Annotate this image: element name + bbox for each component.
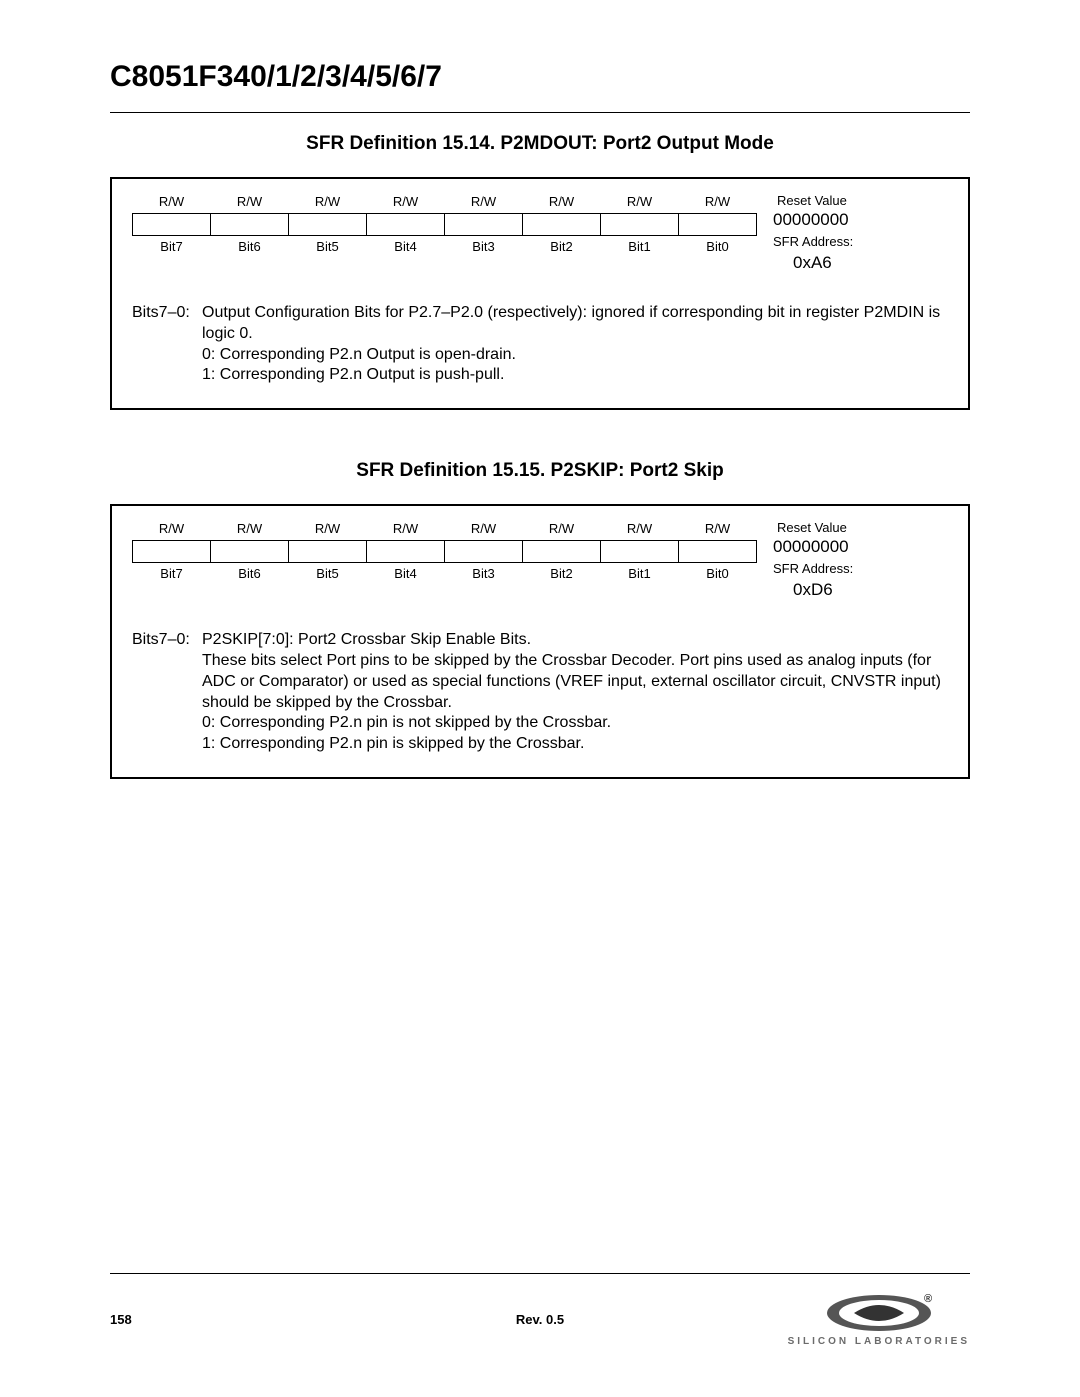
- desc-line: Output Configuration Bits for P2.7–P2.0 …: [202, 303, 948, 345]
- sfr1-rw-cell: R/W: [211, 193, 289, 213]
- sfr2-bit-label: Bit7: [133, 562, 211, 582]
- sfr1-rw-cell: R/W: [133, 193, 211, 213]
- page-footer: 158 Rev. 0.5 ® SILICON LABORATORIES: [110, 1273, 970, 1347]
- sfr1-desc-text: Output Configuration Bits for P2.7–P2.0 …: [202, 303, 948, 386]
- sfr-address-value: 0xA6: [771, 253, 948, 273]
- sfr1-bit-label: Bit5: [289, 235, 367, 255]
- sfr1-rw-cell: R/W: [367, 193, 445, 213]
- sfr2-desc-label: Bits7–0:: [132, 630, 202, 755]
- sfr2-bit-label: Bit5: [289, 562, 367, 582]
- sfr1-right-column: Reset Value 00000000 SFR Address: 0xA6: [771, 193, 948, 273]
- sfr1-bitcell: [211, 213, 289, 235]
- sfr1-bit-label: Bit1: [601, 235, 679, 255]
- sfr2-rw-cell: R/W: [289, 520, 367, 540]
- sfr1-bit-label: Bit3: [445, 235, 523, 255]
- reset-value-label: Reset Value: [771, 520, 948, 535]
- sfr2-rw-cell: R/W: [133, 520, 211, 540]
- sfr2-bitcell: [289, 540, 367, 562]
- sfr1-bitcell: [601, 213, 679, 235]
- sfr1-desc-label: Bits7–0:: [132, 303, 202, 386]
- sfr1-description: Bits7–0: Output Configuration Bits for P…: [132, 303, 948, 386]
- sfr1-rw-cell: R/W: [601, 193, 679, 213]
- sfr1-bitcell: [679, 213, 757, 235]
- sfr2-bitcell: [211, 540, 289, 562]
- sfr2-bit-label: Bit3: [445, 562, 523, 582]
- sfr2-bit-label: Bit1: [601, 562, 679, 582]
- reset-value: 00000000: [771, 210, 948, 230]
- sfr2-bit-label: Bit4: [367, 562, 445, 582]
- sfr2-bit-row: R/W R/W R/W R/W R/W R/W R/W R/W Bit7: [132, 520, 948, 600]
- sfr2-box: R/W R/W R/W R/W R/W R/W R/W R/W Bit7: [110, 504, 970, 779]
- svg-text:®: ®: [924, 1293, 932, 1305]
- sfr2-rw-cell: R/W: [601, 520, 679, 540]
- sfr-address-value: 0xD6: [771, 580, 948, 600]
- sfr1-rw-cell: R/W: [679, 193, 757, 213]
- sfr2-bit-label: Bit6: [211, 562, 289, 582]
- company-name: SILICON LABORATORIES: [788, 1336, 970, 1347]
- chip-title: C8051F340/1/2/3/4/5/6/7: [110, 60, 970, 94]
- sfr1-box: R/W R/W R/W R/W R/W R/W R/W R/W Bit7: [110, 177, 970, 410]
- sfr2-description: Bits7–0: P2SKIP[7:0]: Port2 Crossbar Ski…: [132, 630, 948, 755]
- sfr-address-label: SFR Address:: [771, 234, 948, 249]
- sfr2-desc-text: P2SKIP[7:0]: Port2 Crossbar Skip Enable …: [202, 630, 948, 755]
- sfr-address-label: SFR Address:: [771, 561, 948, 576]
- sfr1-bitcell: [523, 213, 601, 235]
- sfr1-bit-label: Bit6: [211, 235, 289, 255]
- sfr1-rw-cell: R/W: [289, 193, 367, 213]
- sfr2-rw-cell: R/W: [211, 520, 289, 540]
- desc-line: These bits select Port pins to be skippe…: [202, 651, 948, 713]
- desc-line: 1: Corresponding P2.n pin is skipped by …: [202, 734, 948, 755]
- desc-line: 1: Corresponding P2.n Output is push-pul…: [202, 365, 948, 386]
- sfr2-right-column: Reset Value 00000000 SFR Address: 0xD6: [771, 520, 948, 600]
- sfr2-bit-label: Bit2: [523, 562, 601, 582]
- sfr2-rw-cell: R/W: [523, 520, 601, 540]
- sfr1-bitcell: [445, 213, 523, 235]
- sfr2-rw-cell: R/W: [367, 520, 445, 540]
- silicon-labs-logo-icon: ®: [824, 1292, 934, 1334]
- header-rule: [110, 112, 970, 113]
- sfr1-bitcell: [367, 213, 445, 235]
- page-number: 158: [110, 1312, 132, 1327]
- desc-line: P2SKIP[7:0]: Port2 Crossbar Skip Enable …: [202, 630, 948, 651]
- reset-value-label: Reset Value: [771, 193, 948, 208]
- sfr1-bit-row: R/W R/W R/W R/W R/W R/W R/W R/W Bit7: [132, 193, 948, 273]
- sfr2-bit-label: Bit0: [679, 562, 757, 582]
- reset-value: 00000000: [771, 537, 948, 557]
- revision-label: Rev. 0.5: [516, 1312, 564, 1327]
- sfr1-title: SFR Definition 15.14. P2MDOUT: Port2 Out…: [110, 133, 970, 155]
- sfr2-bitcell: [523, 540, 601, 562]
- sfr2-rw-cell: R/W: [679, 520, 757, 540]
- company-logo: ® SILICON LABORATORIES: [788, 1292, 970, 1347]
- sfr2-bitcell: [367, 540, 445, 562]
- desc-line: 0: Corresponding P2.n pin is not skipped…: [202, 713, 948, 734]
- sfr1-bitcell: [133, 213, 211, 235]
- sfr1-bit-table: R/W R/W R/W R/W R/W R/W R/W R/W Bit7: [132, 193, 757, 255]
- sfr1-bit-label: Bit4: [367, 235, 445, 255]
- sfr1-bit-label: Bit0: [679, 235, 757, 255]
- sfr1-bit-label: Bit7: [133, 235, 211, 255]
- sfr1-bitcell: [289, 213, 367, 235]
- sfr1-bit-label: Bit2: [523, 235, 601, 255]
- sfr2-bitcell: [133, 540, 211, 562]
- sfr2-bitcell: [679, 540, 757, 562]
- sfr2-title: SFR Definition 15.15. P2SKIP: Port2 Skip: [110, 460, 970, 482]
- footer-rule: [110, 1273, 970, 1274]
- sfr2-rw-cell: R/W: [445, 520, 523, 540]
- sfr2-bit-table: R/W R/W R/W R/W R/W R/W R/W R/W Bit7: [132, 520, 757, 582]
- sfr1-rw-cell: R/W: [445, 193, 523, 213]
- sfr1-rw-cell: R/W: [523, 193, 601, 213]
- desc-line: 0: Corresponding P2.n Output is open-dra…: [202, 345, 948, 366]
- sfr2-bitcell: [601, 540, 679, 562]
- sfr2-bitcell: [445, 540, 523, 562]
